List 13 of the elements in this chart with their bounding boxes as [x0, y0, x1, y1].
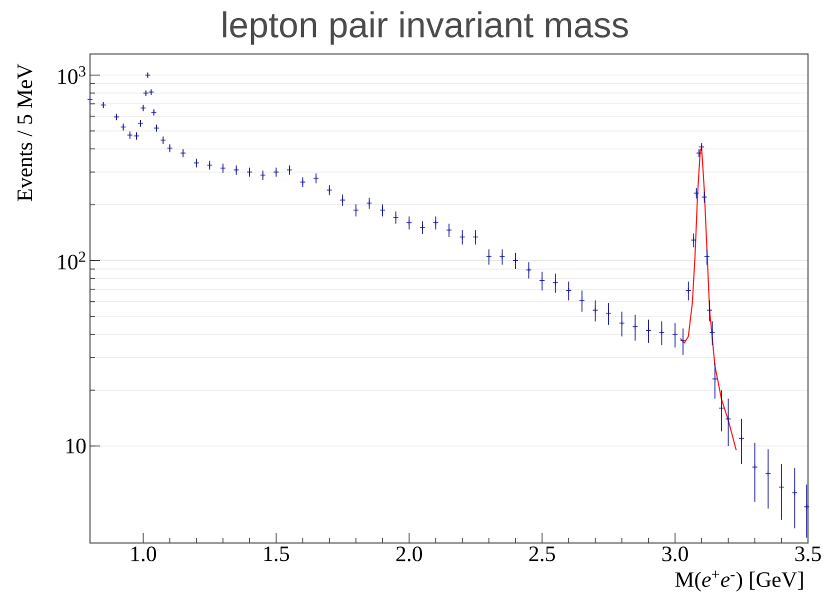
- x-axis-title: M(e$^{+}$e$^{-}$) [GeV]: [675, 570, 803, 592]
- y-axis-title: Events / 5 MeV: [18, 64, 32, 202]
- x-tick-label: 2.0: [396, 546, 422, 562]
- chart-title: lepton pair invariant mass: [223, 11, 628, 45]
- x-tick-label: 3.5: [795, 546, 821, 562]
- y-tick-label: 10$^{3}$: [58, 66, 86, 84]
- x-tick-label: 1.5: [264, 546, 290, 562]
- line-series: [680, 148, 737, 451]
- x-tick-label: 1.0: [131, 546, 156, 562]
- y-tick-label: 10: [66, 438, 86, 454]
- x-tick-label: 2.5: [529, 546, 555, 562]
- x-tick-label: 3.0: [662, 546, 688, 562]
- y-tick-label: 10$^{2}$: [58, 252, 86, 270]
